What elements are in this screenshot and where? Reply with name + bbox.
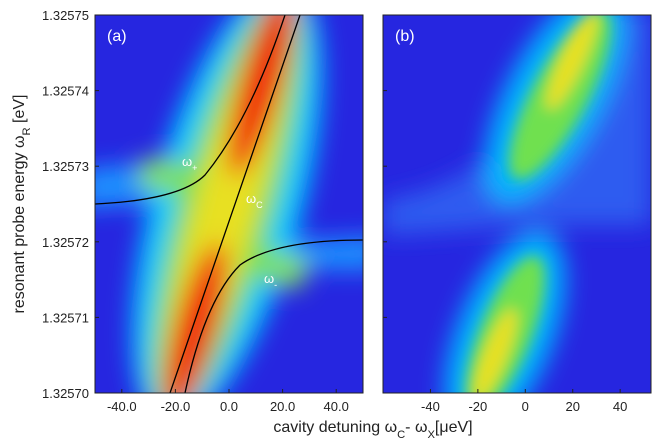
- y-tick-label: 1.32570: [42, 386, 89, 401]
- curve-label: ωC: [246, 191, 263, 210]
- curve-label-part: C: [256, 200, 263, 210]
- x-axis-label-part: C: [397, 429, 405, 439]
- x-tick-label: 0: [522, 399, 529, 414]
- x-axis-label-part: cavity detuning ω: [273, 419, 397, 436]
- curve-label-part: -: [274, 280, 277, 290]
- heatmap-a: [95, 15, 363, 393]
- x-tick-label: 40: [613, 399, 627, 414]
- y-axis-label-part: [eV]: [11, 95, 28, 128]
- curve-label-part: +: [192, 163, 197, 173]
- curve-label-part: ω: [246, 191, 256, 206]
- y-tick-label: 1.32574: [42, 84, 89, 99]
- curve-label: ω-: [264, 271, 277, 290]
- curve-label-part: ω: [182, 154, 192, 169]
- x-axis-label: cavity detuning ωC- ωX[μeV]: [273, 419, 472, 439]
- y-tick-label: 1.32572: [42, 235, 89, 250]
- panel-label: (a): [107, 28, 127, 45]
- x-tick-label: -20.0: [161, 399, 191, 414]
- heatmap-b: [383, 15, 651, 393]
- x-axis-label-part: [μeV]: [435, 419, 473, 436]
- frame-b: [382, 14, 652, 394]
- curve-label: ω+: [182, 154, 197, 173]
- x-axis-label-part: - ω: [405, 419, 427, 436]
- x-axis-label-part: X: [427, 429, 435, 439]
- y-axis-label: resonant probe energy ωR [eV]: [11, 95, 33, 314]
- x-tick-label: 20: [566, 399, 580, 414]
- curve-label-part: ω: [264, 271, 274, 286]
- y-tick-label: 1.32571: [42, 310, 89, 325]
- x-tick-label: 0.0: [220, 399, 238, 414]
- x-tick-label: -20: [468, 399, 487, 414]
- y-axis-label-part: resonant probe energy ω: [11, 136, 28, 314]
- x-tick-label: 40.0: [324, 399, 349, 414]
- y-axis-label-part: R: [21, 127, 33, 135]
- y-tick-label: 1.32573: [42, 159, 89, 174]
- panel-label: (b): [395, 28, 415, 45]
- y-tick-label: 1.32575: [42, 8, 89, 23]
- x-tick-label: 20.0: [270, 399, 295, 414]
- x-tick-label: -40: [421, 399, 440, 414]
- x-tick-label: -40.0: [107, 399, 137, 414]
